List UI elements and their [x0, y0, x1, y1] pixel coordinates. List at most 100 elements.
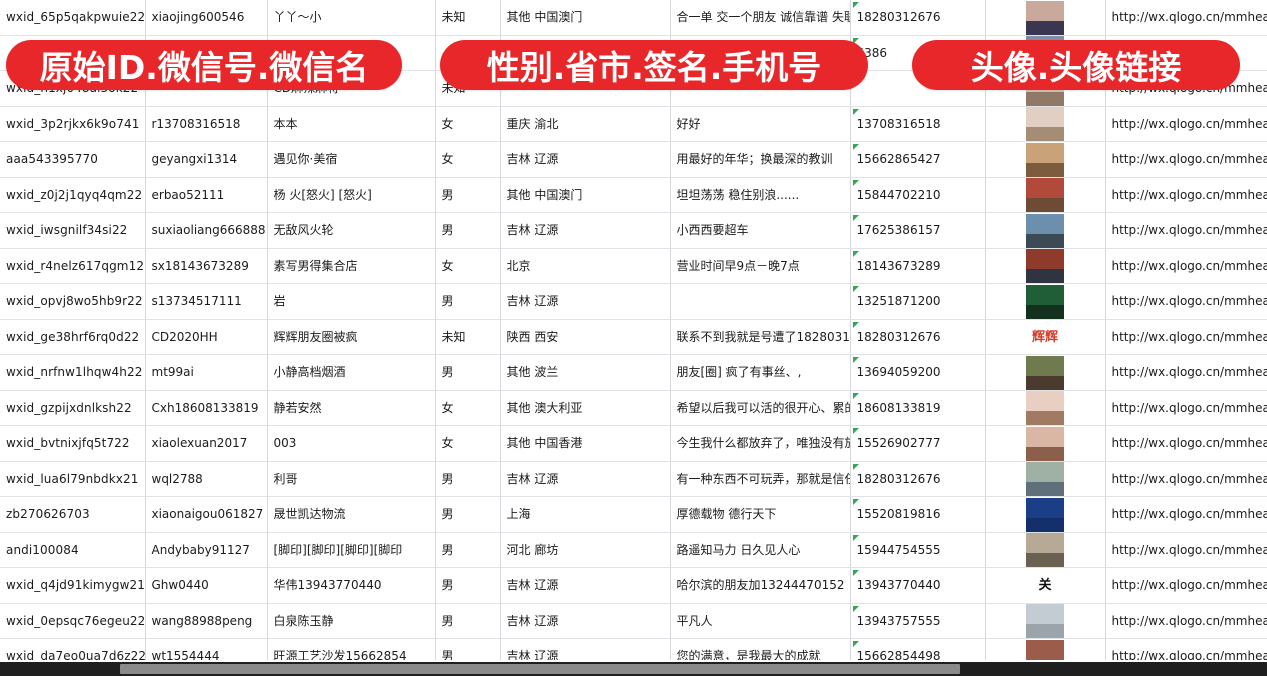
cell-region[interactable]: 吉林 辽源 — [500, 141, 671, 178]
cell-phone[interactable]: 18143673289 — [850, 248, 986, 284]
table-row[interactable]: wxid_3p2rjkx6k9o741 r13708316518 本本女重庆 渝北好… — [0, 106, 1267, 142]
cell-wxno[interactable]: mt99ai — [145, 354, 268, 391]
cell-gender[interactable]: 未知 — [435, 319, 501, 355]
cell-wxname[interactable]: 遇见你·美宿 — [267, 141, 436, 178]
cell-url[interactable]: http://wx.qlogo.cn/mmhead — [1105, 567, 1267, 604]
avatar-cell[interactable] — [985, 461, 1106, 497]
avatar-cell[interactable] — [985, 177, 1106, 213]
table-row[interactable]: wxid_r4nelz617qgm12 sx18143673289 素写男得集合店女… — [0, 248, 1267, 284]
cell-url[interactable]: http://wx.qlogo.cn/mmhead — [1105, 212, 1267, 249]
cell-gender[interactable]: 男 — [435, 177, 501, 213]
cell-wxno[interactable]: xiaolexuan2017 — [145, 425, 268, 462]
cell-gender[interactable]: 男 — [435, 212, 501, 249]
avatar-cell[interactable] — [985, 248, 1106, 284]
cell-phone[interactable]: 13943770440 — [850, 567, 986, 604]
cell-phone[interactable]: 18608133819 — [850, 390, 986, 426]
cell-url[interactable]: http://wx.qlogo.cn/mmhead — [1105, 141, 1267, 178]
avatar-cell[interactable] — [985, 106, 1106, 142]
cell-wxno[interactable]: CD2020HH — [145, 319, 268, 355]
cell-url[interactable]: http://wx.qlogo.cn/mmhead — [1105, 248, 1267, 284]
cell-gender[interactable]: 女 — [435, 141, 501, 178]
cell-wxno[interactable]: Cxh18608133819 — [145, 390, 268, 426]
cell-origid[interactable]: wxid_gzpijxdnlksh22 — [0, 390, 146, 426]
cell-origid[interactable]: wxid_ge38hrf6rq0d22 — [0, 319, 146, 355]
cell-phone[interactable]: 13943757555 — [850, 603, 986, 639]
cell-sign[interactable]: 路遥知马力 日久见人心 — [670, 532, 851, 568]
cell-sign[interactable]: 有一种东西不可玩弄，那就是信任。 — [670, 461, 851, 497]
cell-wxname[interactable]: 无敌风火轮 — [267, 212, 436, 249]
cell-sign[interactable]: 厚德载物 德行天下 — [670, 496, 851, 533]
cell-wxname[interactable]: 丫丫～小 — [267, 0, 436, 36]
cell-sign[interactable]: 哈尔滨的朋友加13244470152 — [670, 567, 851, 604]
table-row[interactable]: wxid_iwsgnilf34si22 suxiaoliang666888 无敌风火… — [0, 212, 1267, 249]
cell-url[interactable]: http://wx.qlogo.cn/mmhead — [1105, 354, 1267, 391]
cell-wxno[interactable]: wql2788 — [145, 461, 268, 497]
cell-url[interactable]: http://wx.qlogo.cn/mmhead — [1105, 496, 1267, 533]
avatar-cell[interactable]: 辉辉 — [985, 319, 1106, 355]
cell-origid[interactable]: wxid_nrfnw1lhqw4h22 — [0, 354, 146, 391]
avatar-cell[interactable] — [985, 390, 1106, 426]
cell-region[interactable]: 北京 — [500, 248, 671, 284]
cell-origid[interactable]: wxid_lua6l79nbdkx21 — [0, 461, 146, 497]
table-row[interactable]: wxid_opvj8wo5hb9r22 s13734517111 岩男吉林 辽源 13… — [0, 283, 1267, 320]
cell-phone[interactable]: 13708316518 — [850, 106, 986, 142]
cell-phone[interactable]: 18280312676 — [850, 461, 986, 497]
cell-phone[interactable]: 15520819816 — [850, 496, 986, 533]
cell-wxname[interactable]: 003 — [267, 425, 436, 462]
cell-wxno[interactable]: r13708316518 — [145, 106, 268, 142]
cell-region[interactable]: 上海 — [500, 496, 671, 533]
cell-sign[interactable]: 用最好的年华；换最深的教训 — [670, 141, 851, 178]
cell-region[interactable]: 重庆 渝北 — [500, 106, 671, 142]
cell-sign[interactable]: 平凡人 — [670, 603, 851, 639]
cell-wxname[interactable]: 小静高档烟酒 — [267, 354, 436, 391]
table-row[interactable]: wxid_z0j2j1qyq4qm22 erbao52111 杨 火[怒火] [怒火… — [0, 177, 1267, 213]
cell-origid[interactable]: wxid_65p5qakpwuie22 — [0, 0, 146, 36]
cell-gender[interactable]: 男 — [435, 603, 501, 639]
table-row[interactable]: wxid_gzpijxdnlksh22 Cxh18608133819 静若安然女其他… — [0, 390, 1267, 426]
cell-gender[interactable]: 男 — [435, 461, 501, 497]
cell-region[interactable]: 其他 中国澳门 — [500, 0, 671, 36]
cell-wxname[interactable]: [脚印][脚印][脚印][脚印 — [267, 532, 436, 568]
avatar-cell[interactable] — [985, 283, 1106, 320]
cell-origid[interactable]: zb270626703 — [0, 496, 146, 533]
cell-phone[interactable]: 13694059200 — [850, 354, 986, 391]
cell-region[interactable]: 其他 澳大利亚 — [500, 390, 671, 426]
avatar-cell[interactable] — [985, 212, 1106, 249]
cell-wxname[interactable]: 本本 — [267, 106, 436, 142]
table-row[interactable]: wxid_0epsqc76egeu22 wang88988peng 白泉陈玉静男吉林… — [0, 603, 1267, 639]
cell-wxname[interactable]: 辉辉朋友圈被疯 — [267, 319, 436, 355]
cell-url[interactable]: http://wx.qlogo.cn/mmhead — [1105, 461, 1267, 497]
cell-region[interactable]: 其他 中国澳门 — [500, 177, 671, 213]
cell-gender[interactable]: 未知 — [435, 0, 501, 36]
cell-origid[interactable]: aaa543395770 — [0, 141, 146, 178]
cell-wxname[interactable]: 华伟13943770440 — [267, 567, 436, 604]
cell-url[interactable]: http://wx.qlogo.cn/mmhead — [1105, 390, 1267, 426]
cell-wxname[interactable]: 静若安然 — [267, 390, 436, 426]
table-row[interactable]: wxid_ge38hrf6rq0d22 CD2020HH 辉辉朋友圈被疯 未知 陕西 西… — [0, 319, 1267, 355]
cell-gender[interactable]: 女 — [435, 106, 501, 142]
cell-gender[interactable]: 男 — [435, 496, 501, 533]
cell-sign[interactable]: 今生我什么都放弃了，唯独没有放弃你。 — [670, 425, 851, 462]
cell-wxno[interactable]: Andybaby91127 — [145, 532, 268, 568]
cell-wxname[interactable]: 素写男得集合店 — [267, 248, 436, 284]
cell-phone[interactable]: 13251871200 — [850, 283, 986, 320]
cell-phone[interactable]: 15526902777 — [850, 425, 986, 462]
cell-sign[interactable]: 好好 — [670, 106, 851, 142]
cell-url[interactable]: http://wx.qlogo.cn/mmhead — [1105, 319, 1267, 355]
avatar-cell[interactable] — [985, 603, 1106, 639]
cell-url[interactable]: http://wx.qlogo.cn/mmhead — [1105, 106, 1267, 142]
cell-wxno[interactable]: geyangxi1314 — [145, 141, 268, 178]
cell-wxno[interactable]: Ghw0440 — [145, 567, 268, 604]
cell-sign[interactable] — [670, 283, 851, 320]
cell-url[interactable]: http://wx.qlogo.cn/mmhead — [1105, 603, 1267, 639]
avatar-cell[interactable] — [985, 0, 1106, 36]
cell-region[interactable]: 吉林 辽源 — [500, 461, 671, 497]
table-row[interactable]: wxid_lua6l79nbdkx21 wql2788 利哥男吉林 辽源 有一种东西不… — [0, 461, 1267, 497]
table-row[interactable]: wxid_bvtnixjfq5t722 xiaolexuan2017 003 女其他 … — [0, 425, 1267, 462]
cell-phone[interactable]: 18280312676 — [850, 319, 986, 355]
cell-gender[interactable]: 男 — [435, 532, 501, 568]
horizontal-scrollbar-track[interactable] — [0, 662, 1267, 676]
cell-region[interactable]: 吉林 辽源 — [500, 283, 671, 320]
cell-origid[interactable]: wxid_r4nelz617qgm12 — [0, 248, 146, 284]
cell-sign[interactable]: 联系不到我就是号遭了18280312676 — [670, 319, 851, 355]
